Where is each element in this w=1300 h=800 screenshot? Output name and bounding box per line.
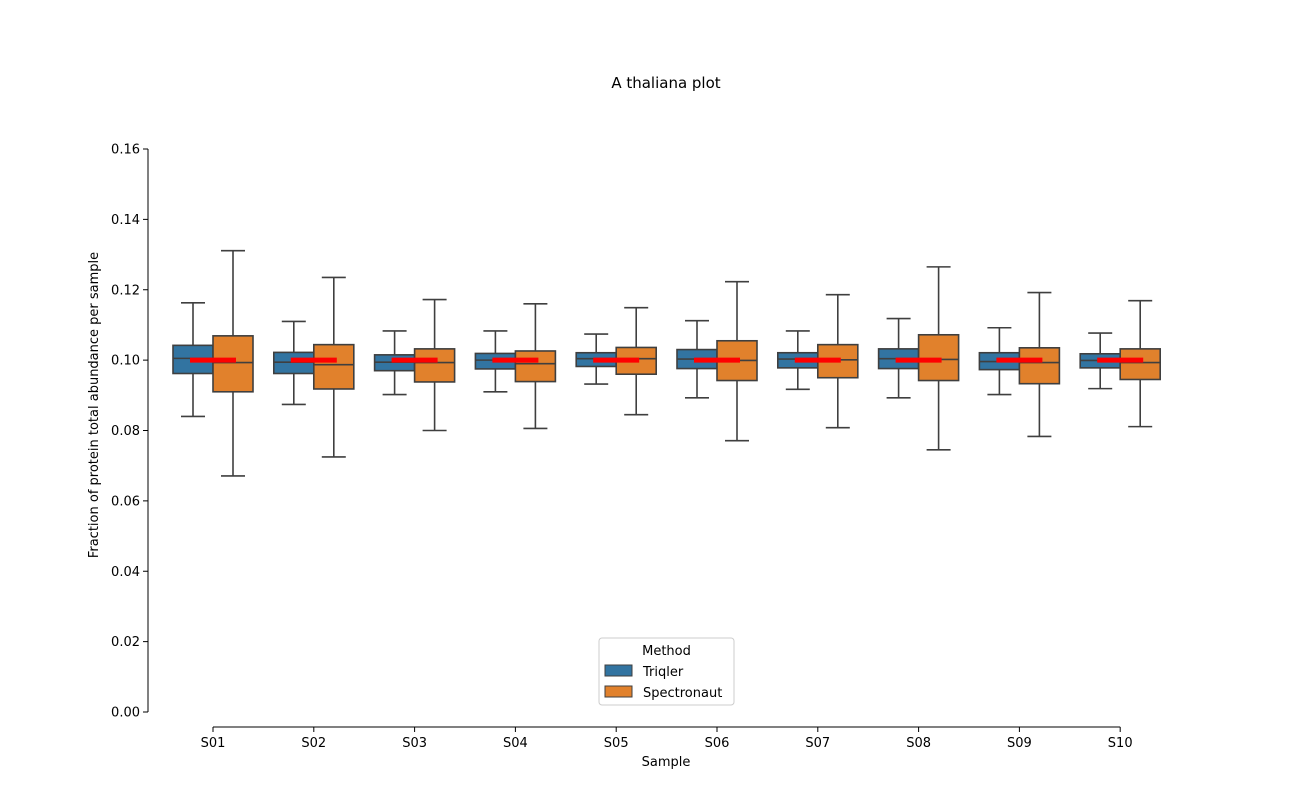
legend-title: Method	[642, 644, 691, 659]
y-tick-label: 0.04	[111, 565, 140, 580]
x-tick-label: S03	[402, 736, 427, 751]
x-tick-label: S01	[201, 736, 226, 751]
x-tick-label: S06	[705, 736, 730, 751]
y-tick-label: 0.10	[111, 354, 140, 369]
iqr-box	[212, 335, 254, 393]
iqr-box	[312, 343, 355, 390]
iqr-box	[1119, 348, 1161, 381]
box-spectronaut-s02	[312, 276, 355, 458]
x-tick-label: S07	[805, 736, 830, 751]
box-triqler-s03	[373, 330, 416, 396]
box-spectronaut-s04	[514, 303, 557, 430]
y-axis: 0.00 0.02 0.04 0.06 0.08 0.10 0.12 0.14 0.16	[111, 143, 149, 721]
legend-label-triqler: Triqler	[642, 665, 684, 680]
legend-frame	[598, 637, 735, 706]
x-tick-label: S04	[503, 736, 528, 751]
y-tick-label: 0.06	[111, 494, 140, 509]
x-tick-label: S05	[604, 736, 629, 751]
x-tick-label: S02	[301, 736, 326, 751]
x-axis-title: Sample	[642, 755, 691, 770]
iqr-box	[1018, 347, 1061, 385]
x-tick-label: S10	[1108, 736, 1133, 751]
y-tick-label: 0.16	[111, 143, 140, 158]
y-tick-label: 0.08	[111, 424, 140, 439]
box-spectronaut-s03	[413, 298, 456, 432]
y-tick-label: 0.02	[111, 635, 140, 650]
legend-label-spectronaut: Spectronaut	[643, 686, 722, 701]
legend: Method Triqler Spectronaut	[598, 637, 735, 706]
x-tick-label: S09	[1007, 736, 1032, 751]
x-axis: S01 S02 S03 S04 S05 S06 S07 S08 S09 S10	[201, 726, 1133, 751]
chart-title: A thaliana plot	[611, 74, 720, 92]
y-tick-label: 0.14	[111, 213, 140, 228]
iqr-box	[514, 350, 557, 383]
iqr-box	[413, 348, 456, 383]
y-axis-title: Fraction of protein total abundance per …	[87, 252, 102, 558]
legend-swatch-triqler	[604, 664, 633, 677]
box-spectronaut-s09	[1018, 291, 1061, 438]
x-tick-label: S08	[906, 736, 931, 751]
y-tick-label: 0.00	[111, 706, 140, 721]
box-spectronaut-s07	[816, 293, 859, 429]
y-tick-label: 0.12	[111, 283, 140, 298]
box-spectronaut-s01	[212, 249, 254, 477]
box-spectronaut-s10	[1119, 299, 1161, 428]
legend-swatch-spectronaut	[604, 685, 633, 698]
plot-area	[172, 249, 1161, 477]
box-triqler-s02	[272, 320, 315, 406]
